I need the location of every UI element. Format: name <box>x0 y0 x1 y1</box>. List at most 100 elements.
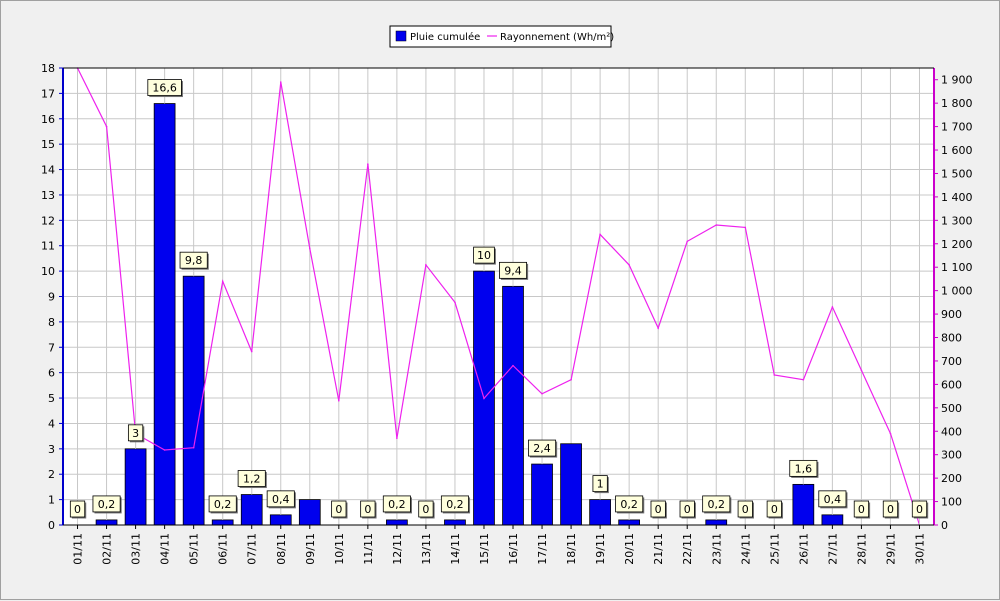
radiation-point <box>889 432 892 435</box>
rain-bar <box>531 463 553 526</box>
data-label: 0 <box>771 503 778 516</box>
x-tick-label: 05/11 <box>188 533 201 565</box>
radiation-point <box>396 437 398 440</box>
data-label-box <box>360 500 376 518</box>
y-right-tick-label: 1 000 <box>941 285 973 298</box>
x-tick-label: 11/11 <box>362 533 375 565</box>
y-right-tick-label: 1 200 <box>941 238 973 251</box>
y-right-tick-label: 200 <box>941 472 962 485</box>
data-label: 0,2 <box>620 498 638 511</box>
y-left-tick-label: 18 <box>41 62 55 75</box>
radiation-point <box>599 233 601 236</box>
data-label: 3 <box>132 427 139 440</box>
rain-bar <box>124 448 147 526</box>
rain-bar <box>618 519 641 526</box>
y-left-tick-label: 11 <box>41 240 55 253</box>
rain-bar <box>386 519 408 526</box>
y-left-tick-label: 15 <box>41 138 55 151</box>
y-right-tick-label: 800 <box>941 332 962 345</box>
x-tick-label: 23/11 <box>710 533 723 565</box>
x-tick-label: 08/11 <box>275 533 288 565</box>
rain-bar <box>821 514 844 526</box>
legend-radiation-label: Rayonnement (Wh/m²) <box>500 32 614 43</box>
y-right-tick-label: 400 <box>941 425 962 438</box>
data-label-box <box>208 495 237 513</box>
y-left-tick-label: 3 <box>48 443 55 456</box>
x-tick-label: 10/11 <box>333 533 346 565</box>
data-label-box <box>266 490 295 508</box>
y-right-tick-label: 0 <box>941 519 948 532</box>
data-label: 0 <box>364 503 371 516</box>
radiation-point <box>831 306 834 308</box>
x-tick-label: 28/11 <box>855 533 868 565</box>
radiation-point <box>744 226 747 229</box>
x-tick-label: 27/11 <box>826 533 839 565</box>
data-label: 0 <box>742 503 749 516</box>
rain-bar <box>95 519 118 526</box>
radiation-point <box>570 378 572 381</box>
y-right-tick-label: 500 <box>941 402 962 415</box>
y-right-tick-label: 1 800 <box>941 97 973 110</box>
data-label-box <box>615 495 644 513</box>
x-tick-label: 16/11 <box>507 533 520 565</box>
data-label: 0,4 <box>824 493 842 506</box>
y-right-tick-label: 1 400 <box>941 191 973 204</box>
y-left-tick-label: 13 <box>41 189 55 202</box>
radiation-point <box>279 81 282 83</box>
data-label-box <box>592 475 608 493</box>
legend: Pluie cumulée Rayonnement (Wh/m²) <box>389 25 614 48</box>
x-tick-label: 26/11 <box>797 533 810 565</box>
data-label: 9,8 <box>185 254 203 267</box>
x-tick-label: 15/11 <box>478 533 491 565</box>
y-left-tick-label: 17 <box>41 87 55 100</box>
data-label: 16,6 <box>152 82 177 95</box>
legend-rain-label: Pluie cumulée <box>410 31 480 43</box>
radiation-point <box>163 449 166 451</box>
radiation-point <box>512 364 514 367</box>
data-label-box <box>911 500 928 518</box>
data-label: 0 <box>684 503 691 516</box>
x-tick-label: 30/11 <box>913 533 926 565</box>
data-label-box <box>92 495 121 513</box>
data-label-box <box>237 470 266 487</box>
data-label-box <box>679 500 695 518</box>
data-label: 0,2 <box>388 498 406 511</box>
data-label: 0 <box>887 503 894 516</box>
radiation-point <box>338 399 340 402</box>
y-left-tick-label: 5 <box>48 392 55 405</box>
y-right-tick-label: 1 700 <box>941 121 973 134</box>
y-left-tick-label: 4 <box>48 417 55 430</box>
radiation-point <box>483 397 485 400</box>
radiation-point <box>686 240 689 243</box>
rain-bar <box>560 443 582 526</box>
y-right-tick-label: 100 <box>941 496 962 509</box>
x-tick-label: 21/11 <box>652 533 665 565</box>
y-right-tick-label: 1 100 <box>941 261 973 274</box>
x-tick-label: 03/11 <box>130 533 143 565</box>
data-label: 1,2 <box>243 473 261 486</box>
data-label: 9,4 <box>504 264 522 277</box>
radiation-point <box>773 374 776 376</box>
x-tick-label: 17/11 <box>536 533 549 565</box>
data-label: 0 <box>655 503 662 516</box>
rain-bar <box>444 519 466 526</box>
x-tick-label: 19/11 <box>594 533 607 565</box>
data-label-box <box>473 246 495 264</box>
data-label-box <box>789 459 818 477</box>
y-left-tick-label: 7 <box>48 341 55 354</box>
y-left-tick-label: 6 <box>48 367 55 380</box>
x-tick-label: 07/11 <box>246 533 259 565</box>
y-right-tick-label: 600 <box>941 378 962 391</box>
radiation-point <box>541 392 543 395</box>
y-right-tick-label: 1 600 <box>941 144 973 157</box>
data-label-box <box>853 500 870 518</box>
data-label-box <box>818 490 847 508</box>
rain-bar <box>589 499 611 526</box>
data-label-box <box>702 495 731 513</box>
data-label-box <box>528 439 557 457</box>
y-left-tick-label: 16 <box>41 113 55 126</box>
data-label: 0,2 <box>214 498 232 511</box>
data-label-box <box>737 500 753 518</box>
data-label: 0 <box>74 503 81 516</box>
